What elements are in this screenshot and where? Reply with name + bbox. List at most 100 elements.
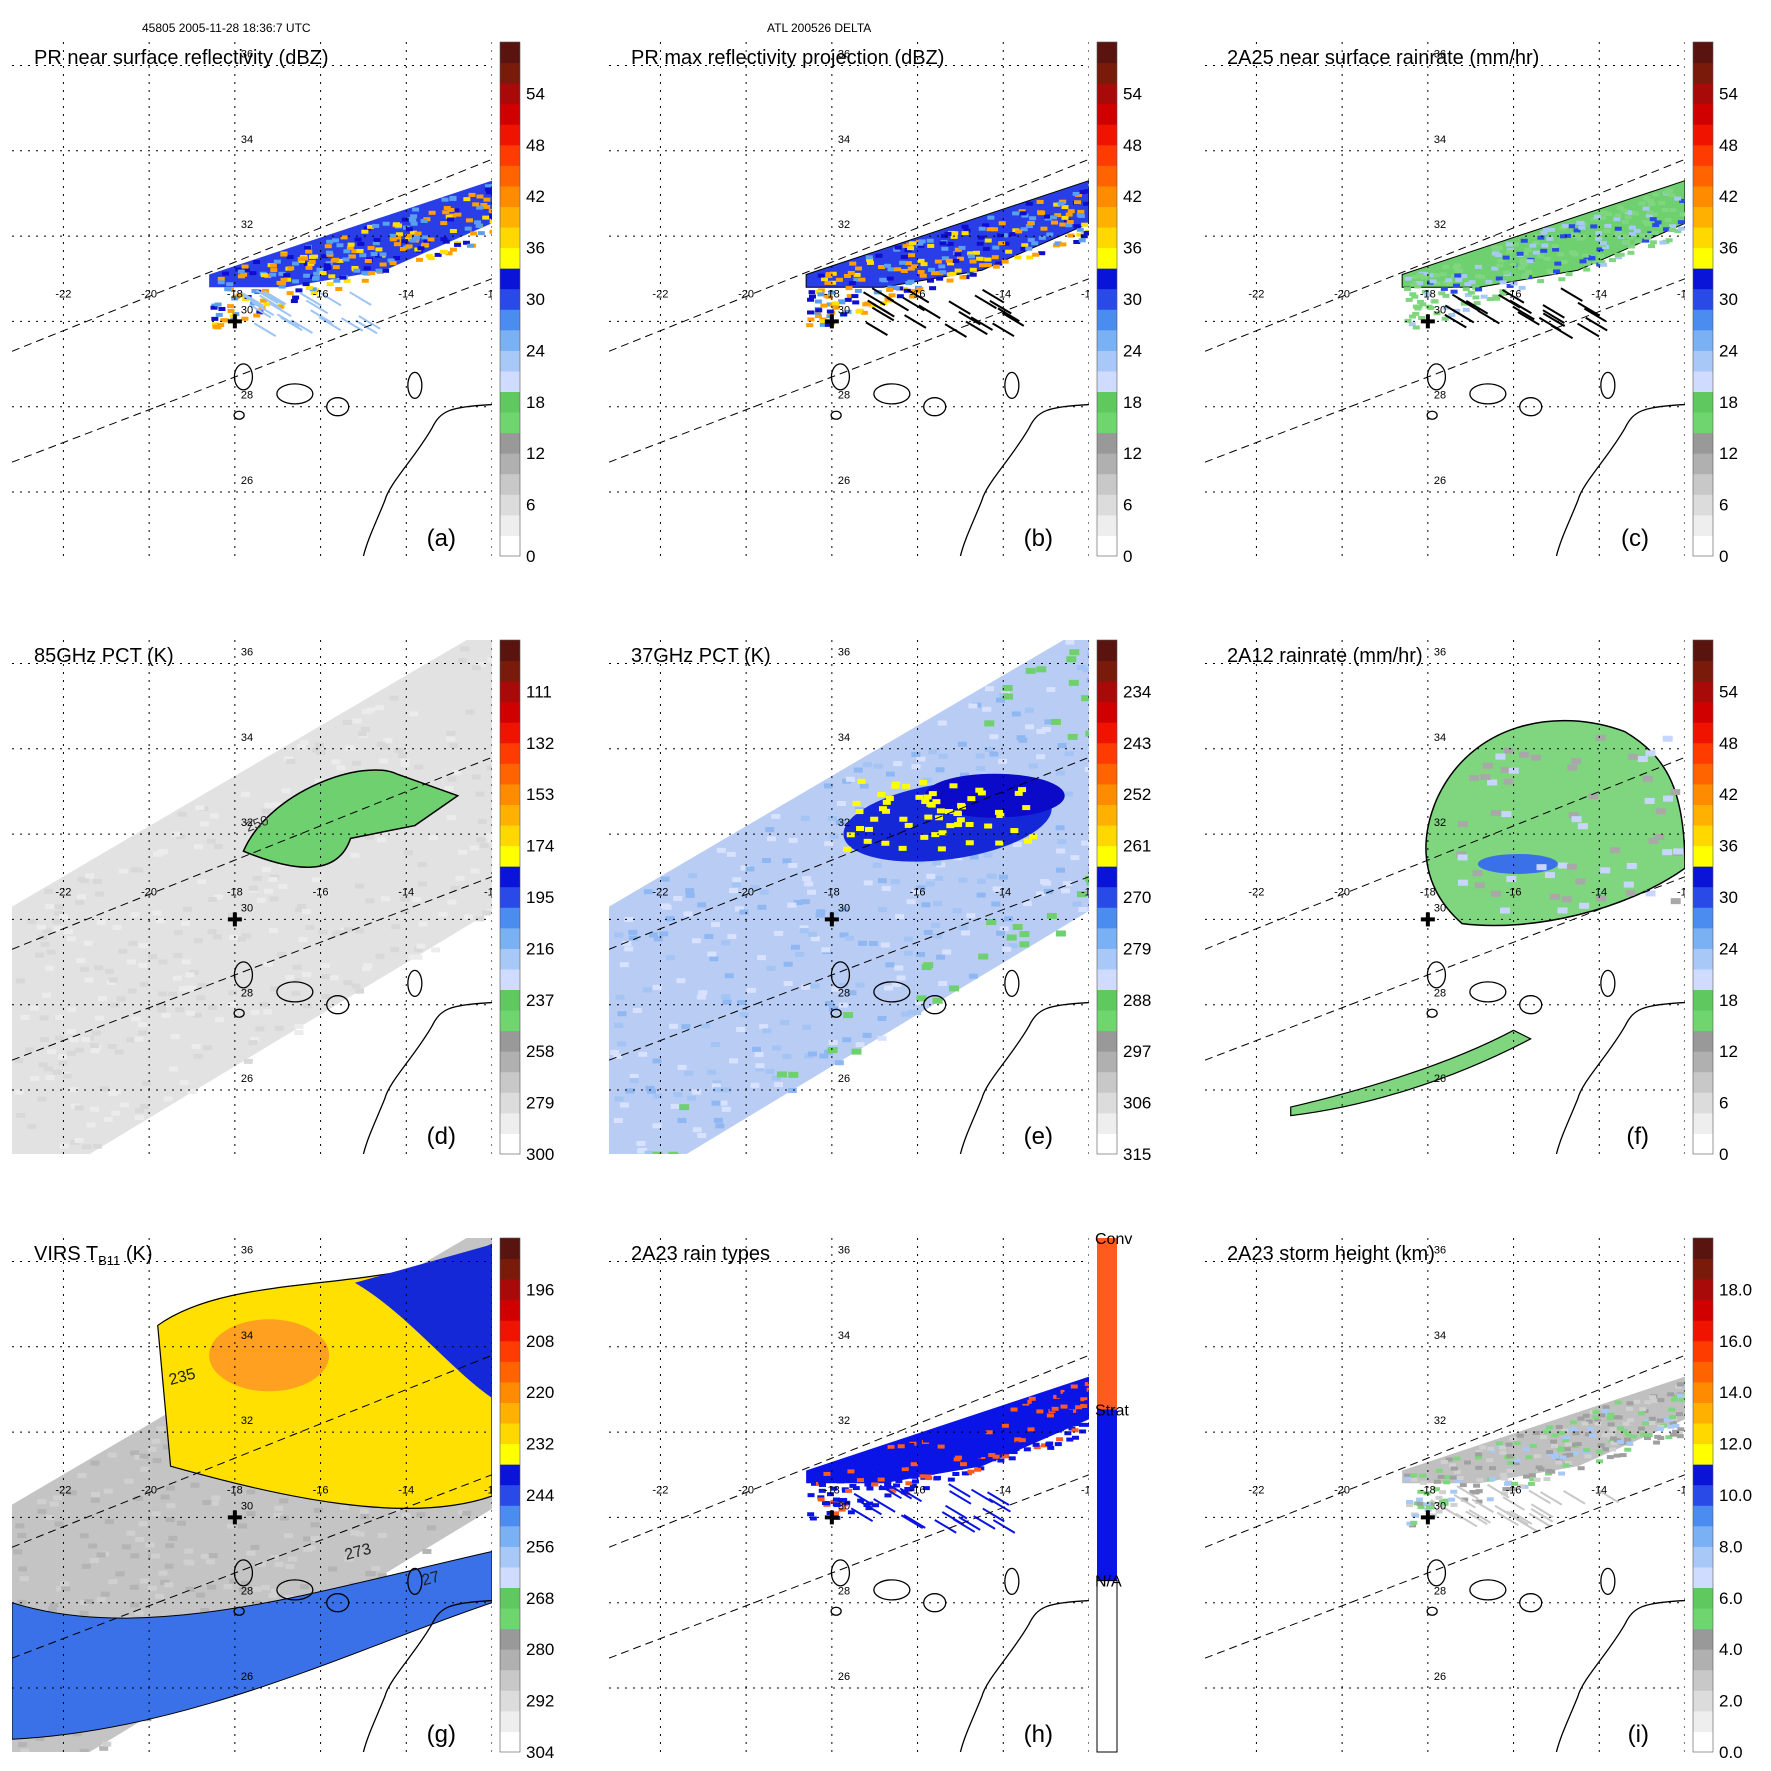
rain-pixel <box>1074 200 1082 205</box>
swath-pixel <box>958 925 968 931</box>
rain-streak <box>1577 301 1600 317</box>
swath-pixel <box>54 904 64 910</box>
rain-streak <box>982 288 1005 304</box>
swath-pixel <box>241 986 251 992</box>
rain-pixel <box>922 1486 930 1491</box>
swath-pixel <box>724 973 734 979</box>
swath-pixel <box>1022 901 1032 907</box>
swath-pixel <box>102 1741 112 1747</box>
swath-pixel <box>855 1042 865 1048</box>
rain-pixel <box>886 287 894 292</box>
lat-tick-label: 36 <box>241 48 253 60</box>
rain-pixel <box>1581 1421 1589 1426</box>
rain-pixel <box>1460 274 1468 279</box>
rain-pixel <box>1423 1502 1431 1507</box>
swath-pixel <box>938 753 948 759</box>
rain-pixel <box>1523 1474 1531 1479</box>
swath-pixel <box>933 901 943 907</box>
swath-pixel <box>25 1757 34 1762</box>
rain-pixel <box>984 263 992 268</box>
rain-pixel <box>1441 1501 1449 1506</box>
swath-pixel <box>94 891 104 897</box>
swath-pixel <box>134 1036 144 1042</box>
rain-pixel <box>405 244 413 249</box>
rain-pixel <box>843 1500 851 1505</box>
colorbar-segment <box>1693 1112 1713 1134</box>
rain-streak <box>1430 1499 1453 1514</box>
rain-pixel <box>1657 1398 1665 1403</box>
rain-core <box>1477 853 1558 874</box>
swath-pixel <box>1055 930 1066 937</box>
rain-pixel <box>1487 1446 1495 1451</box>
swath-pixel <box>937 720 947 726</box>
cold-pixel <box>949 783 958 789</box>
swath-pixel <box>1043 888 1053 894</box>
colorbar-segment <box>1693 473 1713 495</box>
rain-pixel <box>410 214 418 219</box>
rain-streak <box>1530 1503 1554 1518</box>
swath-pixel <box>757 904 767 910</box>
rain-pixel <box>1652 192 1660 197</box>
rain-pixel <box>874 1476 882 1481</box>
cold-pixel <box>956 817 965 823</box>
colorbar-segment <box>1097 927 1117 949</box>
lon-tick-label: -18 <box>1420 288 1436 300</box>
rain-pixel <box>1433 281 1441 286</box>
rain-pixel <box>1595 231 1603 236</box>
swath-pixel <box>134 1536 144 1542</box>
rain-pixel <box>1002 241 1010 246</box>
swath-pixel <box>107 1452 117 1458</box>
rain-pixel <box>1648 1395 1656 1400</box>
rain-pixel <box>978 226 986 231</box>
rain-pixel <box>952 1471 960 1476</box>
colorbar-segment <box>1097 886 1117 908</box>
swath-pixel <box>851 1048 862 1055</box>
rain-pixel <box>404 233 412 238</box>
rain-pixel <box>868 1466 876 1471</box>
swath-pixel <box>155 918 165 924</box>
rain-pixel <box>961 231 969 236</box>
swath-pixel <box>268 927 278 933</box>
rain-region <box>1425 719 1685 927</box>
swath-pixel <box>46 949 56 955</box>
coastline <box>959 1599 1089 1752</box>
panel-title: 2A12 rainrate (mm/hr) <box>1227 645 1423 667</box>
rain-pixel <box>846 294 854 299</box>
swath-pixel <box>418 921 428 927</box>
swath-pixel <box>653 936 663 942</box>
rain-pixel <box>217 276 225 281</box>
lon-tick-label: -12 <box>1677 288 1693 300</box>
swath-pixel <box>200 1607 210 1613</box>
rain-pixel <box>1627 244 1635 249</box>
cold-pixel <box>928 791 937 797</box>
rain-pixel <box>1594 1419 1602 1424</box>
rain-pixel <box>1577 1416 1585 1421</box>
rain-pixel <box>1533 233 1541 238</box>
colorbar-segment <box>1097 640 1117 662</box>
rain-pixel <box>343 278 351 283</box>
lon-tick-label: -12 <box>484 288 500 300</box>
rain-pixel <box>1450 289 1458 294</box>
colorbar-segment <box>1693 1320 1713 1342</box>
rain-pixel <box>1628 232 1636 237</box>
rain-pixel <box>414 231 422 236</box>
rain-pixel <box>1599 241 1607 246</box>
rain-pixel <box>1656 1426 1664 1431</box>
swath-pixel <box>911 751 921 757</box>
swath-pixel <box>804 881 814 887</box>
rain-streak <box>1515 1518 1539 1533</box>
swath-pixel <box>1056 867 1066 873</box>
rain-pixel <box>1001 1430 1009 1435</box>
rain-region <box>1402 1376 1685 1484</box>
swath-pixel <box>172 975 182 981</box>
swath-pixel <box>173 953 183 959</box>
swath-pixel <box>69 1087 79 1093</box>
rain-pixel <box>1036 1409 1044 1414</box>
colorbar-segment <box>1693 453 1713 475</box>
rain-pixel <box>1625 890 1636 897</box>
rain-pixel <box>1079 1429 1087 1434</box>
swath-pixel <box>229 1578 239 1584</box>
swath-pixel <box>176 1520 186 1526</box>
rain-pixel <box>1619 233 1627 238</box>
